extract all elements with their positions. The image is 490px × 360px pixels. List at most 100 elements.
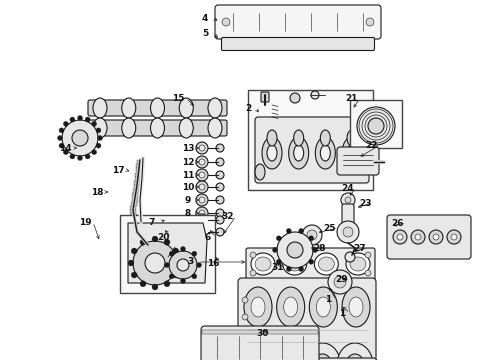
Ellipse shape: [93, 118, 107, 138]
FancyBboxPatch shape: [255, 117, 369, 183]
Text: 31: 31: [272, 264, 284, 273]
Circle shape: [63, 121, 69, 126]
Circle shape: [72, 130, 88, 146]
Circle shape: [147, 266, 152, 270]
Bar: [134, 185, 140, 189]
Bar: [135, 177, 141, 181]
Ellipse shape: [347, 130, 357, 146]
Circle shape: [131, 272, 137, 278]
Text: 17: 17: [112, 166, 124, 175]
Ellipse shape: [267, 145, 277, 161]
Bar: [248, 90, 373, 190]
Text: 5: 5: [202, 28, 208, 37]
Circle shape: [147, 225, 152, 230]
Circle shape: [180, 279, 186, 284]
Polygon shape: [128, 223, 207, 283]
Bar: [136, 164, 142, 168]
FancyBboxPatch shape: [215, 5, 381, 39]
Ellipse shape: [318, 257, 334, 271]
Circle shape: [138, 228, 143, 233]
Text: 28: 28: [314, 243, 326, 252]
Ellipse shape: [249, 354, 267, 360]
Ellipse shape: [267, 130, 277, 146]
Circle shape: [128, 260, 134, 266]
Ellipse shape: [208, 118, 222, 138]
Bar: [141, 238, 147, 242]
FancyBboxPatch shape: [241, 358, 377, 360]
Circle shape: [433, 234, 439, 240]
Circle shape: [152, 284, 158, 290]
Ellipse shape: [122, 98, 136, 118]
Circle shape: [85, 117, 90, 122]
Ellipse shape: [272, 343, 308, 360]
Circle shape: [196, 194, 208, 206]
Ellipse shape: [309, 287, 337, 327]
Circle shape: [429, 230, 443, 244]
Circle shape: [341, 193, 355, 207]
Text: 25: 25: [324, 224, 336, 233]
Ellipse shape: [281, 354, 299, 360]
Circle shape: [165, 262, 170, 267]
Ellipse shape: [347, 145, 357, 161]
Circle shape: [133, 241, 177, 285]
FancyBboxPatch shape: [387, 215, 471, 259]
Circle shape: [307, 230, 317, 240]
Circle shape: [281, 334, 286, 339]
Circle shape: [196, 262, 201, 267]
Circle shape: [138, 263, 143, 268]
Circle shape: [199, 145, 205, 151]
Ellipse shape: [320, 130, 330, 146]
FancyBboxPatch shape: [88, 100, 227, 116]
Circle shape: [140, 281, 146, 287]
Ellipse shape: [287, 257, 303, 271]
Text: 10: 10: [182, 183, 194, 192]
Circle shape: [216, 183, 224, 191]
Ellipse shape: [337, 343, 373, 360]
Circle shape: [451, 234, 457, 240]
Circle shape: [242, 297, 248, 303]
Text: 12: 12: [182, 158, 194, 166]
Text: 32: 32: [222, 212, 234, 220]
Bar: [137, 160, 143, 164]
Circle shape: [199, 172, 205, 178]
Text: 9: 9: [185, 195, 191, 204]
Ellipse shape: [179, 118, 193, 138]
Bar: [130, 210, 136, 214]
Circle shape: [299, 266, 304, 271]
Ellipse shape: [208, 98, 222, 118]
Ellipse shape: [262, 137, 282, 169]
Text: 26: 26: [392, 219, 404, 228]
Circle shape: [196, 169, 208, 181]
Circle shape: [222, 18, 230, 26]
Circle shape: [199, 159, 205, 165]
Circle shape: [173, 248, 179, 254]
Circle shape: [397, 234, 403, 240]
Circle shape: [196, 142, 208, 154]
Circle shape: [96, 128, 101, 133]
Ellipse shape: [305, 343, 341, 360]
FancyBboxPatch shape: [342, 204, 354, 228]
Ellipse shape: [342, 137, 362, 169]
Text: 3: 3: [187, 257, 193, 266]
Bar: [350, 100, 402, 148]
Circle shape: [62, 120, 98, 156]
Ellipse shape: [314, 354, 332, 360]
Circle shape: [140, 239, 146, 245]
Ellipse shape: [289, 137, 309, 169]
Circle shape: [345, 252, 355, 262]
Text: 16: 16: [207, 258, 219, 267]
Circle shape: [157, 263, 163, 268]
Text: 30: 30: [257, 328, 269, 338]
Circle shape: [393, 230, 407, 244]
Circle shape: [216, 228, 224, 236]
Ellipse shape: [255, 257, 271, 271]
Circle shape: [199, 184, 205, 190]
Circle shape: [169, 251, 197, 279]
Circle shape: [192, 274, 197, 279]
Ellipse shape: [317, 297, 330, 317]
Ellipse shape: [251, 297, 265, 317]
Ellipse shape: [277, 287, 305, 327]
Bar: [142, 240, 148, 244]
Bar: [135, 172, 141, 177]
Ellipse shape: [294, 145, 304, 161]
